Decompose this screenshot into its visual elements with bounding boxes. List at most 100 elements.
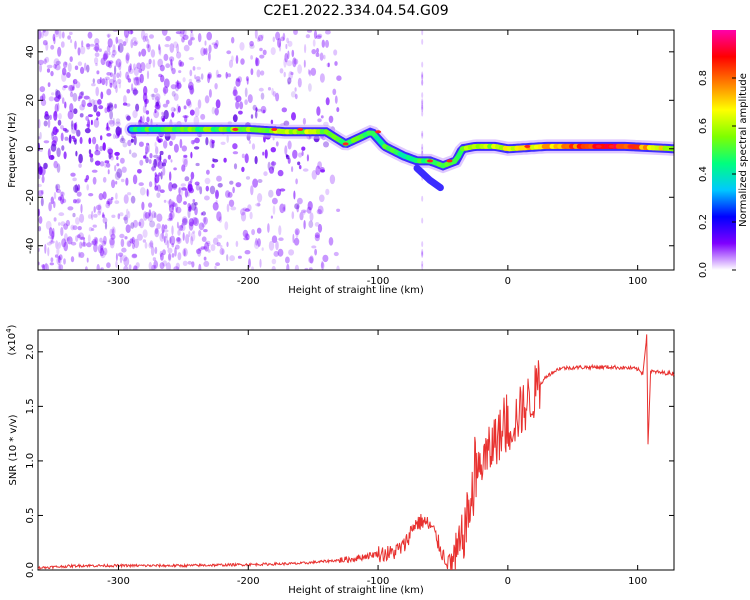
spectrogram-speckle bbox=[171, 253, 175, 258]
spectrogram-speckle bbox=[143, 211, 148, 221]
spectrogram-speckle bbox=[169, 43, 175, 53]
spectrogram-speckle bbox=[104, 221, 108, 230]
spectrogram-speckle bbox=[85, 43, 90, 48]
ridge-hotspot bbox=[608, 144, 615, 148]
spectrogram-speckle bbox=[257, 202, 261, 207]
spectrogram-speckle bbox=[293, 58, 299, 65]
x-tick-label: 100 bbox=[628, 276, 647, 287]
spectrogram-speckle bbox=[57, 119, 62, 126]
spectrogram-speckle bbox=[323, 54, 326, 60]
spectrogram-speckle bbox=[41, 264, 45, 268]
spectrogram-speckle bbox=[60, 125, 64, 130]
ridge-hotspot bbox=[297, 127, 304, 131]
spectrogram-speckle bbox=[421, 146, 424, 153]
spectrogram-speckle bbox=[63, 151, 67, 160]
spectrogram-speckle bbox=[78, 95, 83, 100]
spectrogram-speckle bbox=[293, 190, 296, 200]
spectrogram-speckle bbox=[309, 255, 314, 264]
snr-y-exponent-label: (x104) bbox=[5, 324, 18, 355]
spectrogram-speckle bbox=[303, 220, 306, 230]
spectrogram-speckle bbox=[57, 255, 61, 264]
ridge-hotspot bbox=[232, 127, 239, 131]
spectrogram-speckle bbox=[206, 169, 210, 175]
spectrogram-speckle bbox=[241, 166, 245, 173]
spectrogram-speckle bbox=[72, 177, 77, 182]
spectrogram-speckle bbox=[188, 57, 195, 61]
spectrogram-speckle bbox=[165, 63, 171, 69]
spectrogram-speckle bbox=[278, 225, 282, 236]
spectrogram-speckle bbox=[297, 161, 301, 166]
spectrogram-speckle bbox=[316, 106, 321, 116]
spectrogram-speckle bbox=[38, 216, 43, 224]
y-tick-label: -20 bbox=[25, 189, 36, 205]
spectrogram-speckle bbox=[181, 216, 188, 224]
ridge-hotspot bbox=[342, 142, 349, 146]
spectrogram-speckle bbox=[114, 200, 120, 205]
spectrogram-speckle bbox=[421, 92, 424, 99]
spectrogram-speckle bbox=[250, 185, 254, 196]
spectrogram-speckle bbox=[155, 146, 159, 155]
spectrogram-speckle bbox=[316, 209, 322, 215]
spectrogram-speckle bbox=[157, 58, 163, 68]
spectrogram-speckle bbox=[116, 72, 120, 79]
spectrogram-speckle bbox=[72, 78, 78, 85]
spectrogram-speckle bbox=[200, 212, 203, 216]
spectrogram-speckle bbox=[69, 56, 73, 62]
spectrogram-speckle bbox=[45, 42, 49, 51]
spectrogram-speckle bbox=[302, 117, 306, 125]
spectrogram-speckle bbox=[286, 263, 290, 270]
spectrogram-speckle bbox=[172, 202, 177, 208]
spectrogram-speckle bbox=[284, 145, 288, 156]
spectrogram-speckle bbox=[336, 265, 340, 270]
spectrogram-speckle bbox=[52, 227, 55, 238]
spectrogram-speckle bbox=[195, 76, 201, 81]
spectrogram-speckle bbox=[295, 229, 299, 239]
spectrogram-speckle bbox=[260, 70, 265, 76]
snr-series-line bbox=[37, 334, 675, 571]
spectrogram-speckle bbox=[297, 197, 303, 205]
spectrogram-speckle bbox=[167, 154, 171, 160]
spectrogram-speckle bbox=[275, 92, 280, 102]
spectrogram-speckle bbox=[198, 247, 203, 251]
spectrogram-speckle bbox=[169, 56, 175, 62]
spectrogram-speckle bbox=[156, 223, 161, 230]
spectrogram-speckle bbox=[66, 72, 71, 78]
spectrogram-speckle bbox=[223, 157, 227, 163]
spectrogram-speckle bbox=[115, 253, 118, 261]
spectrogram-speckle bbox=[421, 79, 424, 86]
spectrogram-speckle bbox=[158, 139, 162, 143]
spectrogram-speckle bbox=[192, 199, 196, 203]
spectrogram-speckle bbox=[60, 226, 64, 237]
spectrogram-speckle bbox=[309, 212, 314, 222]
spectrogram-speckle bbox=[99, 247, 105, 257]
spectrogram-speckle bbox=[216, 175, 222, 182]
spectrogram-speckle bbox=[122, 216, 128, 221]
spectrogram-speckle bbox=[106, 45, 111, 52]
spectrogram-speckle bbox=[104, 163, 107, 168]
spectrogram-speckle bbox=[281, 107, 287, 113]
spectrogram-speckle bbox=[244, 153, 249, 164]
spectrogram-speckle bbox=[79, 104, 85, 111]
spectrogram-speckle bbox=[247, 204, 252, 212]
spectrogram-speckle bbox=[248, 258, 251, 268]
spectrogram-speckle bbox=[278, 237, 284, 241]
spectrogram-speckle bbox=[100, 135, 103, 141]
spectrogram-speckle bbox=[421, 143, 424, 150]
spectrogram-speckle bbox=[268, 240, 275, 251]
spectrogram-speckle bbox=[94, 237, 99, 245]
ridge-hotspot bbox=[446, 159, 453, 163]
spectrogram-speckle bbox=[182, 232, 185, 241]
spectrogram-speckle bbox=[197, 247, 202, 257]
spectrogram-speckle bbox=[95, 62, 98, 67]
spectrogram-speckle bbox=[145, 156, 149, 164]
spectrogram-speckle bbox=[133, 66, 140, 77]
y-tick-label: -40 bbox=[25, 238, 36, 254]
spectrogram-speckle bbox=[235, 240, 239, 247]
spectrogram-speckle bbox=[94, 42, 100, 53]
spectrogram-speckle bbox=[61, 238, 67, 248]
spectrogram-speckle bbox=[233, 163, 238, 170]
spectrogram-speckle bbox=[39, 166, 43, 174]
spectrogram-speckle bbox=[79, 252, 85, 258]
spectrogram-speckle bbox=[238, 110, 243, 115]
spectrogram-speckle bbox=[111, 214, 116, 218]
